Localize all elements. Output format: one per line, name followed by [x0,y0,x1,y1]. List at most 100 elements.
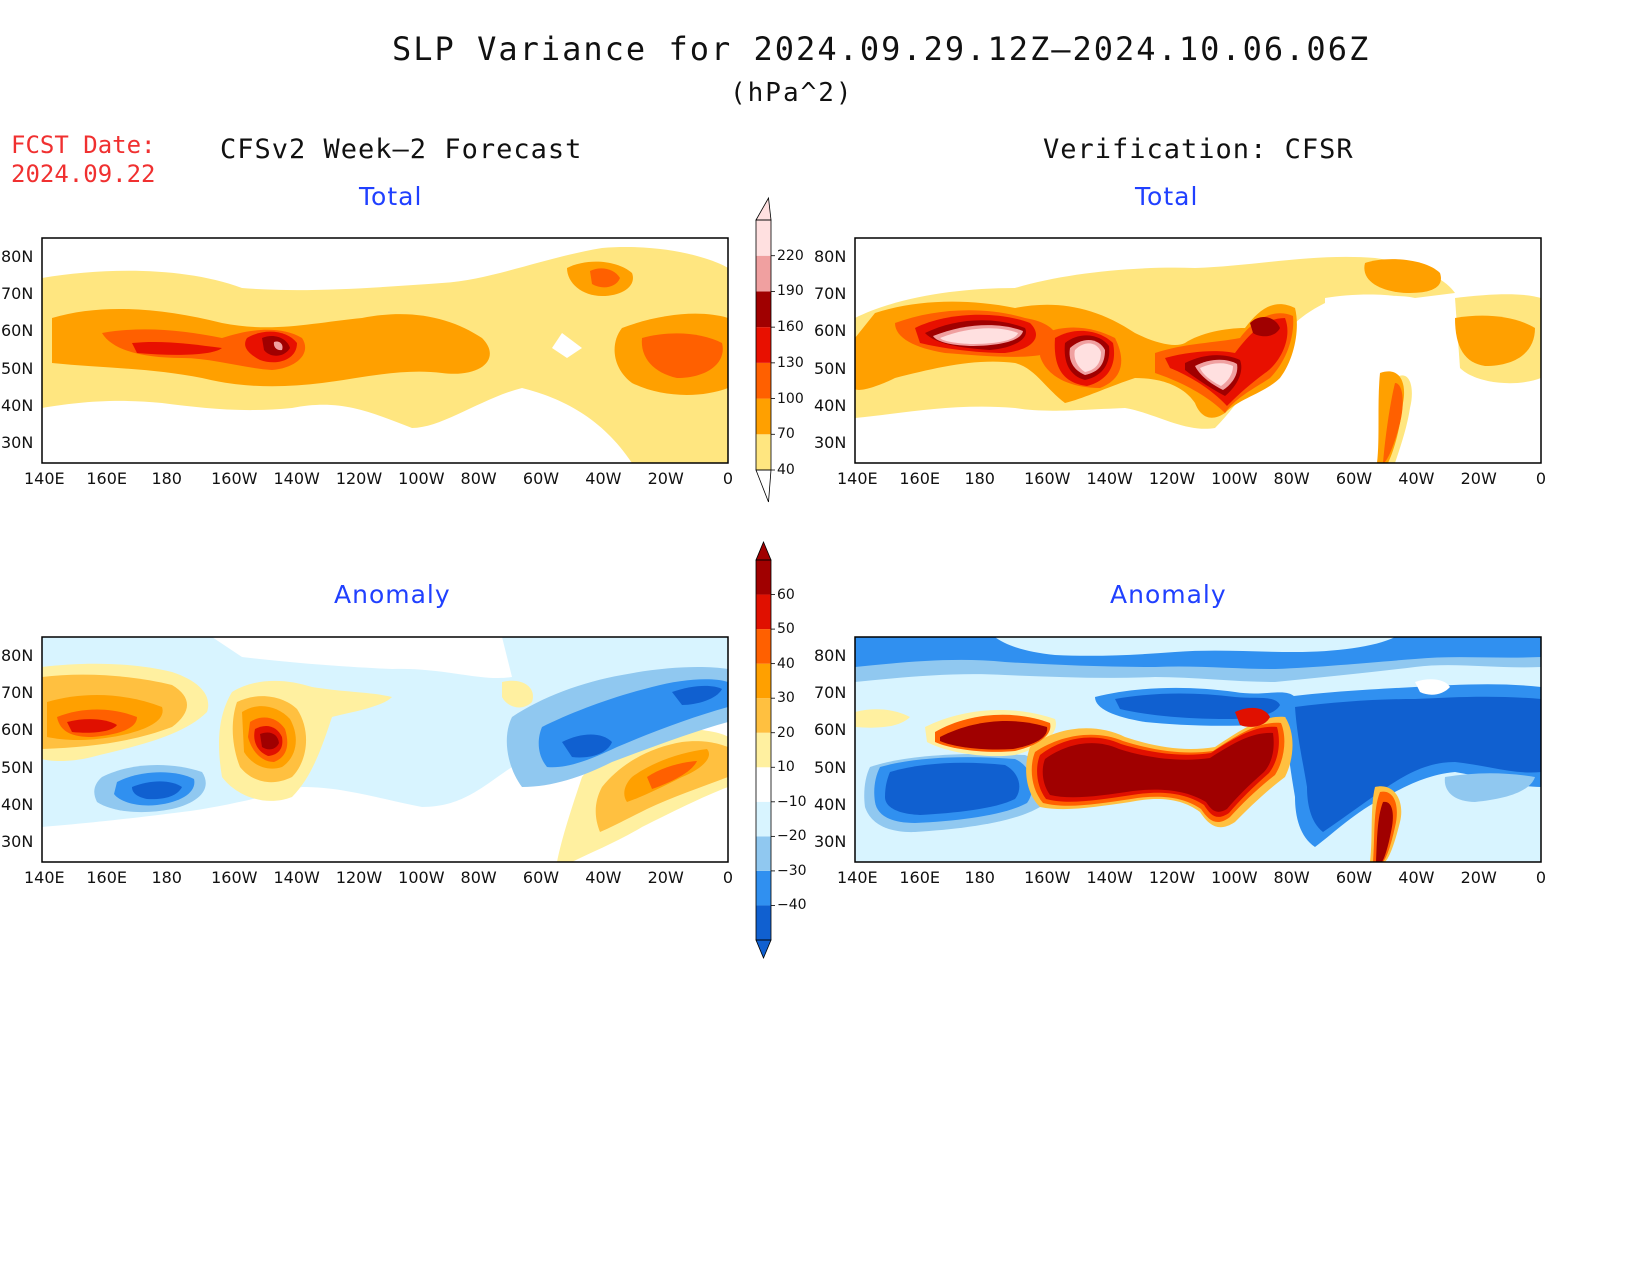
total-colorbar-segment [756,434,771,470]
lat-label: 30N [814,832,847,851]
lat-label: 30N [814,433,847,452]
lon-label: 140E [24,469,65,488]
total-colorbar-label: 220 [777,247,804,264]
lat-label: 80N [1,247,34,266]
anomaly-colorbar-label: 40 [777,655,795,672]
lon-label: 140E [837,469,878,488]
lat-label: 40N [814,795,847,814]
lat-label: 80N [1,646,34,665]
lon-label: 60W [1335,469,1373,488]
lon-label: 80W [460,469,497,488]
lat-label: 60N [814,720,847,739]
lon-label: 140W [273,868,320,887]
lat-label: 30N [1,832,34,851]
panel-title-verification-anomaly: Anomaly [1110,580,1227,609]
anomaly-colorbar-label: 10 [777,759,795,776]
anomaly-colorbar-segment [756,836,771,871]
anomaly-colorbar-segment [756,560,771,595]
lat-label: 60N [814,321,847,340]
anomaly-colorbar-label: −20 [777,828,807,845]
anomaly-colorbar-label: −10 [777,793,807,810]
lon-label: 20W [647,469,684,488]
lon-label: 160W [1024,868,1071,887]
lon-label: 0 [722,469,734,488]
total-colorbar-label: 40 [777,462,795,478]
fcst-date-value: 2024.09.22 [11,160,156,188]
lon-label: 40W [585,868,622,887]
lon-label: 180 [151,868,182,887]
lon-label: 0 [722,868,734,887]
total-colorbar [755,196,775,503]
lon-label: 100W [398,469,445,488]
lon-label: 160W [211,469,258,488]
lat-label: 40N [1,396,34,415]
lon-label: 40W [585,469,622,488]
lon-label: 20W [1460,469,1497,488]
lon-label: 60W [522,868,560,887]
verification-anomaly-map [854,636,1542,863]
lon-label: 80W [460,868,497,887]
lon-label: 140E [24,868,65,887]
anomaly-colorbar-segment [756,767,771,802]
lon-label: 160E [86,868,128,887]
total-colorbar-segment [756,255,771,292]
forecast-anomaly-map [41,636,729,863]
lat-label: 50N [1,359,34,378]
lon-label: 100W [1211,868,1258,887]
lon-label: 160W [1024,469,1071,488]
lon-label: 160E [899,868,941,887]
anomaly-colorbar-label: 50 [777,621,795,638]
lon-label: 60W [522,469,560,488]
anomaly-colorbar-label: −40 [777,897,807,914]
total-colorbar-segment [756,327,771,363]
lat-label: 40N [814,396,847,415]
left-column-title: CFSv2 Week–2 Forecast [220,134,583,165]
anomaly-colorbar-segment [756,663,771,699]
lat-label: 30N [1,433,34,452]
lon-label: 20W [1460,868,1497,887]
figure-title: SLP Variance for 2024.09.29.12Z–2024.10.… [392,30,1371,68]
lon-label: 20W [647,868,684,887]
units-label: (hPa^2) [730,78,854,108]
total-colorbar-segment [756,291,771,328]
right-column-title: Verification: CFSR [1043,134,1354,165]
total-colorbar-label: 160 [777,319,804,336]
lon-label: 160E [86,469,128,488]
total-colorbar-segment [756,362,771,399]
lat-label: 50N [1,758,34,777]
anomaly-colorbar-segment [756,698,771,733]
anomaly-colorbar-segment [756,594,771,630]
lon-label: 80W [1273,469,1310,488]
lon-label: 0 [1535,868,1547,887]
lon-label: 140W [1086,469,1133,488]
anomaly-colorbar-segment [756,905,771,940]
panel-title-verification-total: Total [1135,182,1199,211]
lon-label: 100W [1211,469,1258,488]
lon-label: 80W [1273,868,1310,887]
lon-label: 120W [335,469,383,488]
lon-label: 160W [211,868,258,887]
total-colorbar-label: 70 [777,426,795,443]
lon-label: 180 [964,868,995,887]
lat-label: 70N [1,284,34,303]
lat-label: 60N [1,321,34,340]
total-colorbar-segment [756,398,771,435]
lon-label: 0 [1535,469,1547,488]
lon-label: 60W [1335,868,1373,887]
anomaly-colorbar-segment [756,732,771,768]
anomaly-colorbar [755,540,775,960]
anomaly-colorbar-label: 20 [777,724,795,741]
lat-label: 50N [814,359,847,378]
lat-label: 80N [814,646,847,665]
lon-label: 180 [964,469,995,488]
lat-label: 40N [1,795,34,814]
fcst-date-label: FCST Date: [11,131,156,159]
lat-label: 70N [814,284,847,303]
verification-total-map [854,237,1542,464]
anomaly-colorbar-label: −30 [777,862,807,879]
lat-label: 70N [1,683,34,702]
anomaly-colorbar-segment [756,801,771,837]
lon-label: 160E [899,469,941,488]
lon-label: 180 [151,469,182,488]
